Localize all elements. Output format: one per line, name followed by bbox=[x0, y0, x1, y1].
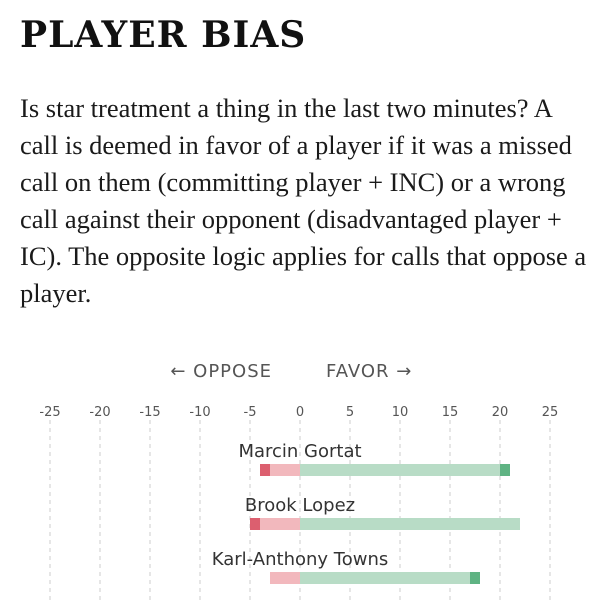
tick-label: 20 bbox=[492, 405, 509, 420]
tick-label: -15 bbox=[139, 405, 160, 420]
tick-label: 10 bbox=[392, 405, 409, 420]
tick-label: 25 bbox=[542, 405, 559, 420]
chart-title: PLAYER BIAS bbox=[20, 14, 307, 56]
tick-label: -25 bbox=[39, 405, 60, 420]
player-bars: Marcin Gortat Brook Lopez Karl-Anthony Tow… bbox=[212, 441, 520, 584]
oppose-dark-segment bbox=[260, 464, 270, 476]
tick-label: -10 bbox=[189, 405, 210, 420]
favor-bar bbox=[300, 464, 510, 476]
player-bias-chart: ← OPPOSE FAVOR → -25 -20 -15 -10 -5 0 5 10 15 20 2… bbox=[39, 361, 558, 600]
tick-label: 15 bbox=[442, 405, 459, 420]
player-name: Marcin Gortat bbox=[238, 441, 361, 462]
player-name: Brook Lopez bbox=[245, 495, 355, 516]
oppose-direction-label: ← OPPOSE bbox=[170, 361, 272, 382]
oppose-bar bbox=[270, 572, 300, 584]
tick-label: 5 bbox=[346, 405, 354, 420]
tick-label: -20 bbox=[89, 405, 110, 420]
favor-direction-label: FAVOR → bbox=[326, 361, 412, 382]
x-axis-ticks: -25 -20 -15 -10 -5 0 5 10 15 20 25 bbox=[39, 405, 558, 420]
intro-text: Is star treatment a thing in the last tw… bbox=[20, 93, 587, 308]
tick-label: 0 bbox=[296, 405, 304, 420]
tick-label: -5 bbox=[244, 405, 257, 420]
favor-dark-segment bbox=[470, 572, 480, 584]
player-name: Karl-Anthony Towns bbox=[212, 549, 388, 570]
favor-bar bbox=[300, 518, 520, 530]
favor-dark-segment bbox=[500, 464, 510, 476]
oppose-dark-segment bbox=[250, 518, 260, 530]
grid-lines bbox=[49, 420, 551, 600]
favor-bar bbox=[300, 572, 480, 584]
oppose-bar bbox=[250, 518, 300, 530]
